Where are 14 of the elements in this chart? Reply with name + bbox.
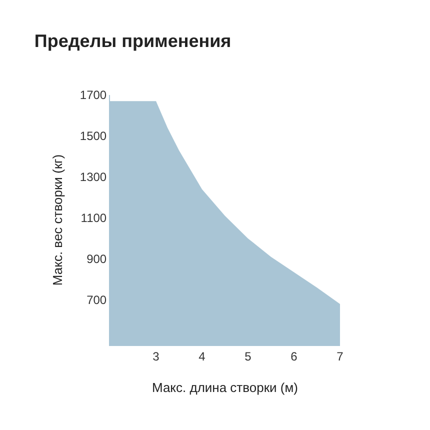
y-tick-label: 1100 <box>80 211 107 226</box>
y-tick-label: 1500 <box>80 129 107 144</box>
x-tick-label: 6 <box>290 349 298 364</box>
chart-title: Пределы применения <box>34 31 232 51</box>
x-tick-label: 3 <box>152 349 160 364</box>
y-tick-label: 1300 <box>80 170 107 184</box>
y-tick-label: 700 <box>86 293 107 308</box>
x-tick-label: 4 <box>198 349 206 364</box>
y-tick-label: 900 <box>86 252 107 266</box>
x-axis-title: Макс. длина створки (м) <box>152 380 298 395</box>
y-tick-label: 1700 <box>80 88 107 102</box>
x-tick-label: 5 <box>244 349 252 364</box>
y-axis-title: Макс. вес створки (кг) <box>50 154 65 286</box>
x-tick-label: 7 <box>336 349 344 364</box>
